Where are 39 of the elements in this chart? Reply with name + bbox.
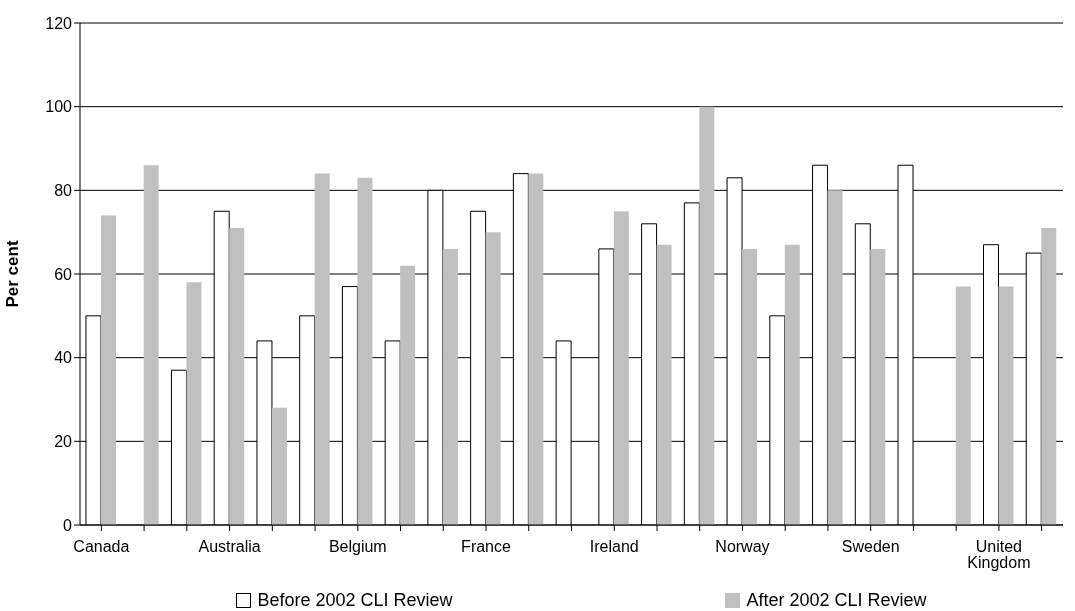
x-tick-label: Belgium	[328, 538, 387, 556]
x-tick-label: Ireland	[589, 538, 639, 556]
bar	[100, 215, 116, 525]
legend-label: After 2002 CLI Review	[745, 590, 927, 611]
bar	[955, 286, 971, 525]
y-tick-label: 40	[54, 349, 73, 367]
bar	[442, 248, 458, 525]
y-tick-label: 100	[45, 98, 73, 116]
bar	[699, 106, 715, 525]
x-tick-label: Australia	[198, 538, 261, 556]
bar	[271, 407, 287, 525]
bar	[400, 265, 416, 525]
bar	[998, 286, 1014, 525]
bar	[1041, 227, 1057, 525]
y-tick-label: 20	[54, 433, 73, 451]
bar	[186, 282, 202, 525]
x-tick-label: Canada	[73, 538, 130, 556]
bar	[613, 211, 629, 525]
y-tick-label: 120	[45, 14, 73, 32]
bar	[485, 232, 501, 525]
bar	[656, 244, 672, 525]
bar	[229, 227, 245, 525]
bar	[357, 177, 373, 525]
bar	[143, 165, 159, 525]
x-tick-label: France	[461, 538, 512, 556]
y-tick-label: 0	[63, 516, 73, 534]
y-tick-label: 80	[54, 182, 73, 200]
x-tick-label: United Kingdom	[967, 538, 1031, 572]
x-tick-label: Norway	[715, 538, 770, 556]
y-axis-title: Per cent	[3, 240, 23, 308]
y-tick-label: 60	[54, 265, 73, 283]
bar	[314, 173, 330, 525]
bar	[528, 173, 544, 525]
bar	[742, 248, 758, 525]
bar	[784, 244, 800, 525]
x-tick-label: Sweden	[841, 538, 900, 556]
bar	[827, 190, 843, 525]
bar	[870, 248, 886, 525]
legend-label: Before 2002 CLI Review	[256, 590, 453, 611]
